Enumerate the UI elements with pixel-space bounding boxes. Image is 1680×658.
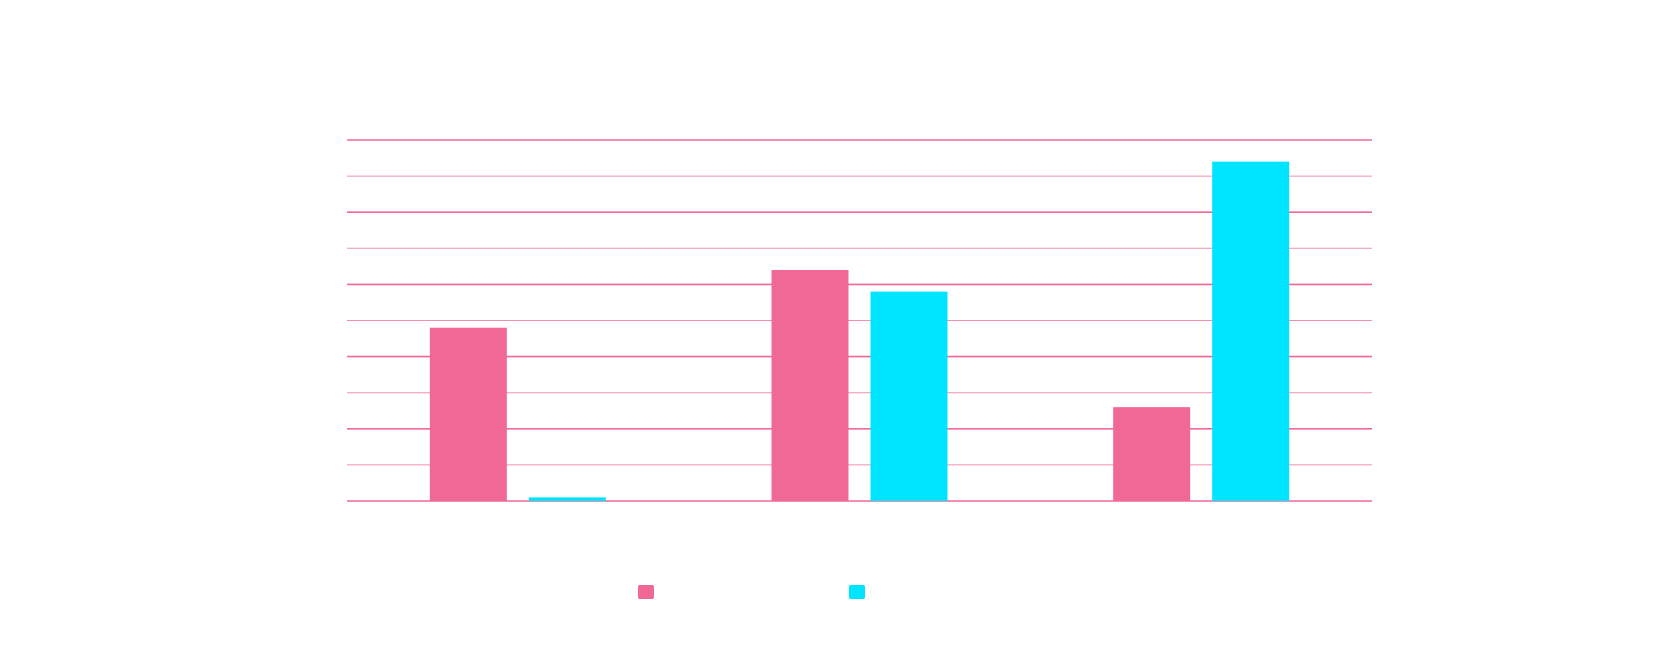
bar bbox=[870, 291, 948, 501]
legend-swatch bbox=[638, 585, 654, 599]
bar bbox=[771, 269, 849, 501]
bar bbox=[528, 497, 606, 501]
bar bbox=[1212, 161, 1290, 501]
bar bbox=[429, 327, 507, 501]
bar bbox=[1113, 407, 1191, 501]
legend-swatch bbox=[849, 585, 865, 599]
